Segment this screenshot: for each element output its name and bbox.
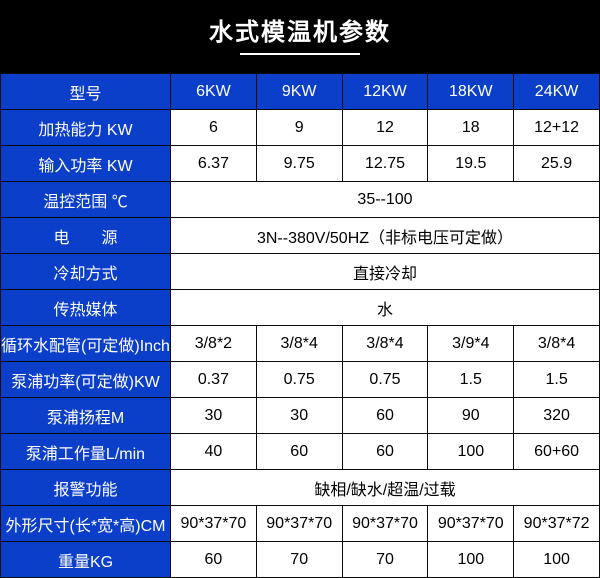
data-cell: 320 [514,398,600,434]
row-label: 温控范围 ℃ [1,182,171,218]
page-container: 水式模温机参数 型号 6KW 9KW 12KW 18KW 24KW 加热能力 K… [0,0,600,574]
table-row: 加热能力 KW69121812+12 [1,110,600,146]
row-label: 加热能力 KW [1,110,171,146]
data-cell: 12+12 [514,110,600,146]
table-row: 温控范围 ℃35--100 [1,182,600,218]
table-row: 泵浦扬程M30306090320 [1,398,600,434]
data-cell: 12 [342,110,428,146]
data-cell: 90*37*70 [256,506,342,542]
data-cell: 1.5 [428,362,514,398]
row-span-value: 3N--380V/50HZ（非标电压可定做） [171,218,600,254]
table-row: 传热媒体水 [1,290,600,326]
table-body: 加热能力 KW69121812+12输入功率 KW6.379.7512.7519… [1,110,600,578]
data-cell: 90*37*72 [514,506,600,542]
header-row: 型号 6KW 9KW 12KW 18KW 24KW [1,74,600,110]
data-cell: 30 [256,398,342,434]
data-cell: 19.5 [428,146,514,182]
row-span-value: 直接冷却 [171,254,600,290]
row-label: 循环水配管(可定做)Inch [1,326,171,362]
data-cell: 6 [171,110,257,146]
data-cell: 30 [171,398,257,434]
row-span-value: 缺相/缺水/超温/过载 [171,470,600,506]
data-cell: 60+60 [514,434,600,470]
table-row: 输入功率 KW6.379.7512.7519.525.9 [1,146,600,182]
data-cell: 70 [342,542,428,578]
row-label: 传热媒体 [1,290,171,326]
header-label: 型号 [1,74,171,110]
row-label: 外形尺寸(长*宽*高)CM [1,506,171,542]
title-underline [240,53,360,55]
data-cell: 3/8*4 [342,326,428,362]
data-cell: 3/9*4 [428,326,514,362]
header-col-4: 24KW [514,74,600,110]
data-cell: 3/8*4 [514,326,600,362]
data-cell: 60 [342,434,428,470]
page-title: 水式模温机参数 [209,19,391,46]
data-cell: 9.75 [256,146,342,182]
table-row: 重量KG607070100100 [1,542,600,578]
row-label: 泵浦功率(可定做)KW [1,362,171,398]
table-row: 泵浦工作量L/min40606010060+60 [1,434,600,470]
data-cell: 90*37*70 [428,506,514,542]
row-span-value: 水 [171,290,600,326]
data-cell: 0.75 [256,362,342,398]
row-label: 电 源 [1,218,171,254]
table-row: 冷却方式直接冷却 [1,254,600,290]
data-cell: 25.9 [514,146,600,182]
data-cell: 3/8*4 [256,326,342,362]
data-cell: 6.37 [171,146,257,182]
data-cell: 90 [428,398,514,434]
data-cell: 90*37*70 [342,506,428,542]
data-cell: 100 [428,434,514,470]
data-cell: 60 [171,542,257,578]
table-row: 外形尺寸(长*宽*高)CM90*37*7090*37*7090*37*7090*… [1,506,600,542]
header-col-0: 6KW [171,74,257,110]
row-label: 报警功能 [1,470,171,506]
title-bar: 水式模温机参数 [0,0,600,73]
data-cell: 1.5 [514,362,600,398]
row-label: 泵浦工作量L/min [1,434,171,470]
header-col-1: 9KW [256,74,342,110]
data-cell: 100 [428,542,514,578]
data-cell: 9 [256,110,342,146]
row-label: 泵浦扬程M [1,398,171,434]
header-col-2: 12KW [342,74,428,110]
data-cell: 12.75 [342,146,428,182]
row-label: 输入功率 KW [1,146,171,182]
header-col-3: 18KW [428,74,514,110]
data-cell: 60 [342,398,428,434]
table-row: 报警功能缺相/缺水/超温/过载 [1,470,600,506]
row-span-value: 35--100 [171,182,600,218]
row-label: 重量KG [1,542,171,578]
data-cell: 40 [171,434,257,470]
row-label: 冷却方式 [1,254,171,290]
data-cell: 70 [256,542,342,578]
table-row: 电 源3N--380V/50HZ（非标电压可定做） [1,218,600,254]
table-row: 循环水配管(可定做)Inch3/8*23/8*43/8*43/9*43/8*4 [1,326,600,362]
spec-table: 型号 6KW 9KW 12KW 18KW 24KW 加热能力 KW6912181… [0,73,600,578]
table-row: 泵浦功率(可定做)KW0.370.750.751.51.5 [1,362,600,398]
data-cell: 18 [428,110,514,146]
data-cell: 0.75 [342,362,428,398]
data-cell: 90*37*70 [171,506,257,542]
data-cell: 60 [256,434,342,470]
data-cell: 100 [514,542,600,578]
data-cell: 3/8*2 [171,326,257,362]
data-cell: 0.37 [171,362,257,398]
